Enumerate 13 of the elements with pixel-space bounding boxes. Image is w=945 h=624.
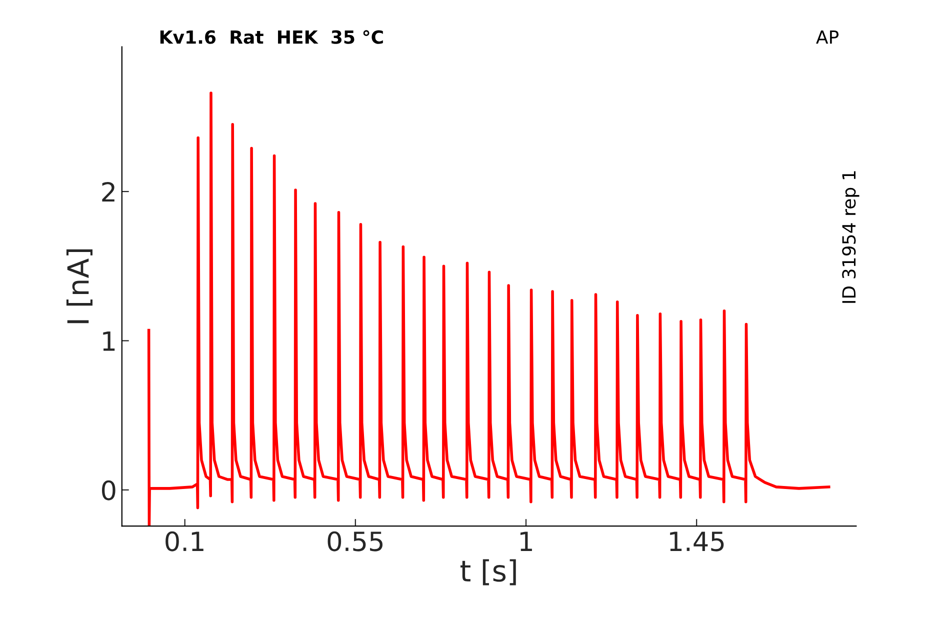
- text: AP: [816, 30, 839, 44]
- chart-title: Kv1.6 Rat HEK 35 °C: [160, 30, 383, 44]
- y-tick-label: 0: [102, 480, 116, 500]
- x-tick-label: 1.45: [670, 532, 724, 552]
- x-tick-label: 0.55: [328, 531, 382, 552]
- y-axis-title: I [nA]: [66, 249, 92, 324]
- x-tick-label: 0.1: [166, 531, 204, 552]
- x-tick-label: 1: [520, 532, 532, 551]
- y-tick-label: 2: [102, 182, 114, 202]
- annotation: ID 31954 rep 1: [842, 171, 860, 303]
- y-tick-label: 1: [103, 332, 115, 351]
- x-axis-title: t [s]: [460, 559, 516, 586]
- line-series: [147, 92, 830, 526]
